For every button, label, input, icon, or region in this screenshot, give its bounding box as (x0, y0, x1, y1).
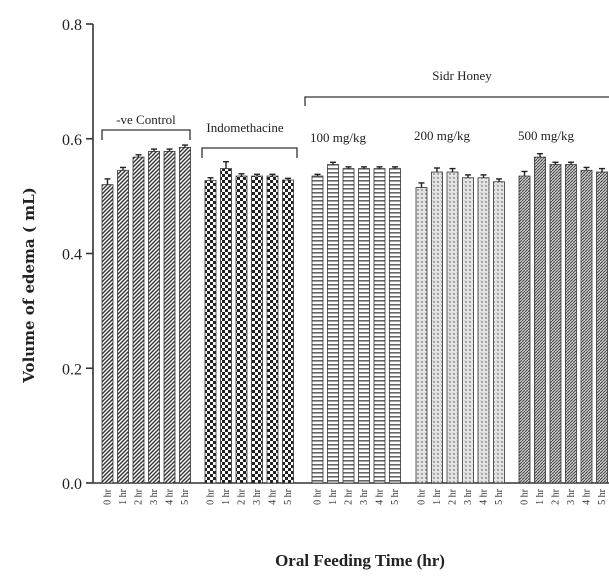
bar (493, 181, 505, 484)
group-label: 200 mg/kg (414, 128, 470, 143)
bar (132, 156, 145, 484)
bar (534, 156, 546, 484)
group-label: -ve Control (116, 112, 176, 127)
bar (477, 177, 490, 484)
bar (431, 171, 443, 484)
x-tick-label: 2 hr (448, 488, 459, 505)
bar (266, 175, 279, 484)
bar (251, 175, 263, 484)
y-tick-label: 0.2 (62, 361, 82, 378)
control-bracket (101, 129, 191, 140)
x-tick-label: 5 hr (283, 488, 294, 505)
bar (311, 175, 324, 484)
bar (101, 184, 114, 484)
x-tick-label: 3 hr (566, 488, 577, 505)
bar (148, 150, 160, 484)
bar (565, 164, 577, 484)
x-tick-label: 4 hr (582, 488, 593, 505)
x-tick-label: 1 hr (328, 488, 339, 505)
x-tick-label: 4 hr (375, 488, 386, 505)
x-tick-label: 2 hr (344, 488, 355, 505)
bar (389, 168, 401, 484)
x-tick-label: 0 hr (520, 488, 531, 505)
bar (117, 169, 129, 484)
x-tick-label: 2 hr (134, 488, 145, 505)
bar (220, 168, 232, 484)
group-label: 100 mg/kg (310, 130, 366, 145)
x-tick-label: 2 hr (551, 488, 562, 505)
bar (596, 171, 608, 484)
bar (549, 164, 562, 484)
x-tick-label: 3 hr (149, 488, 160, 505)
chart-marks: 0.0 0.2 0.4 0.6 0.8 0 hr 1 hr 2 hr 3 hr 4 hr 5 hr 0… (62, 17, 608, 505)
bar (462, 177, 474, 484)
y-tick-label: 0.8 (62, 17, 82, 34)
x-tick-label: 5 hr (494, 488, 505, 505)
bar (518, 175, 531, 484)
bar (282, 179, 294, 484)
y-tick-label: 0.0 (62, 476, 82, 493)
bar (342, 168, 355, 484)
x-tick-label: 5 hr (180, 488, 191, 505)
x-tick-label: 1 hr (118, 488, 129, 505)
x-tick-label: 5 hr (597, 488, 608, 505)
sidr-honey-bracket (304, 96, 609, 106)
sidr-honey-label: Sidr Honey (432, 68, 492, 83)
x-tick-label: 4 hr (479, 488, 490, 505)
x-tick-label: 5 hr (390, 488, 401, 505)
x-tick-label: 3 hr (359, 488, 370, 505)
x-tick-label: 0 hr (206, 488, 217, 505)
bar (327, 164, 339, 484)
bar (358, 168, 370, 484)
bar (415, 187, 428, 484)
x-tick-label: 1 hr (221, 488, 232, 505)
x-tick-label: 4 hr (268, 488, 279, 505)
x-tick-label: 0 hr (417, 488, 428, 505)
group-label: 500 mg/kg (518, 128, 574, 143)
x-tick-label: 0 hr (313, 488, 324, 505)
x-tick-label: 1 hr (432, 488, 443, 505)
bar (163, 150, 176, 484)
x-tick-label: 1 hr (535, 488, 546, 505)
group-label: Indomethacine (206, 120, 283, 135)
x-axis-label: Oral Feeding Time (hr) (275, 551, 445, 570)
bar (580, 169, 593, 484)
bar (204, 180, 217, 484)
x-tick-label: 2 hr (237, 488, 248, 505)
bar (179, 146, 191, 484)
y-tick-label: 0.4 (62, 247, 82, 264)
x-tick-label: 3 hr (252, 488, 263, 505)
bar (235, 175, 248, 484)
x-tick-label: 0 hr (103, 488, 114, 505)
indomethacine-bracket (201, 147, 298, 158)
bar (446, 171, 459, 484)
y-axis-label: Volume of edema ( mL) (20, 187, 38, 383)
bar (373, 168, 386, 484)
x-tick-label: 3 hr (463, 488, 474, 505)
y-tick-label: 0.6 (62, 132, 82, 149)
x-tick-label: 4 hr (165, 488, 176, 505)
